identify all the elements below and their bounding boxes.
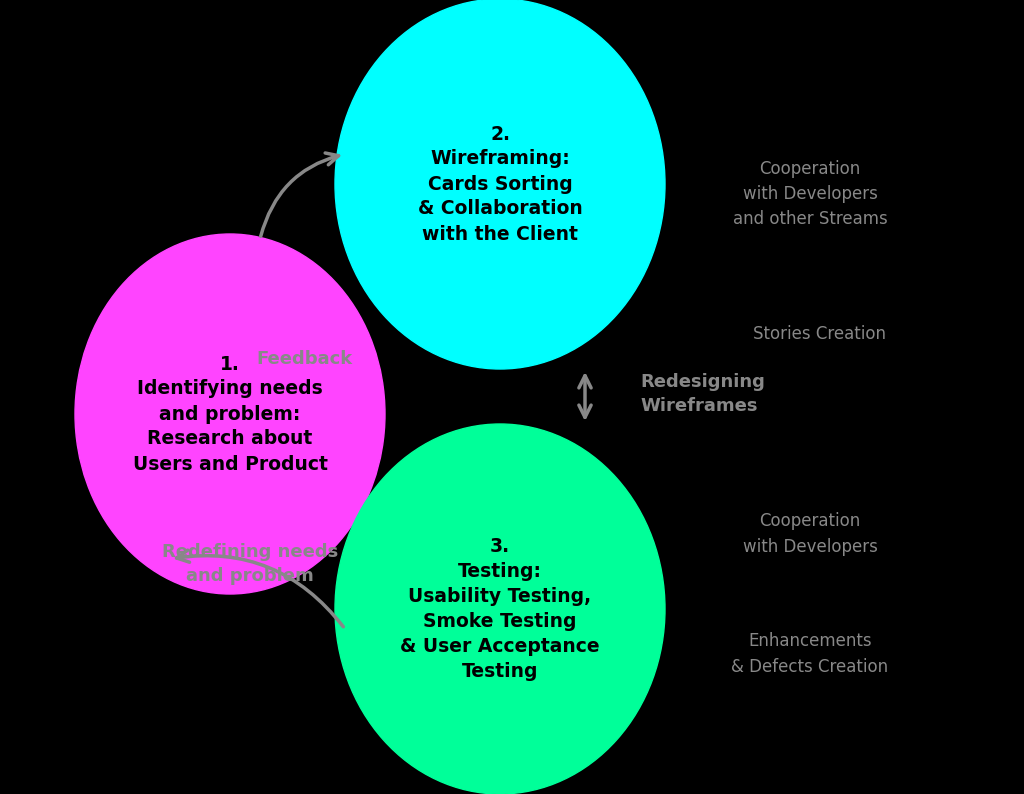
Ellipse shape (335, 0, 665, 369)
Text: 1.
Identifying needs
and problem:
Research about
Users and Product: 1. Identifying needs and problem: Resear… (132, 354, 328, 473)
Text: Redefining needs
and problem: Redefining needs and problem (162, 543, 338, 585)
Text: 2.
Wireframing:
Cards Sorting
& Collaboration
with the Client: 2. Wireframing: Cards Sorting & Collabor… (418, 125, 583, 244)
Text: Stories Creation: Stories Creation (754, 325, 887, 343)
Text: Cooperation
with Developers
and other Streams: Cooperation with Developers and other St… (732, 160, 888, 228)
Text: 3.
Testing:
Usability Testing,
Smoke Testing
& User Acceptance
Testing: 3. Testing: Usability Testing, Smoke Tes… (400, 537, 600, 681)
Ellipse shape (75, 234, 385, 594)
Text: Enhancements
& Defects Creation: Enhancements & Defects Creation (731, 633, 889, 676)
Text: Feedback: Feedback (257, 350, 353, 368)
Text: Redesigning
Wireframes: Redesigning Wireframes (640, 373, 765, 414)
Text: Cooperation
with Developers: Cooperation with Developers (742, 512, 878, 556)
Ellipse shape (335, 424, 665, 794)
